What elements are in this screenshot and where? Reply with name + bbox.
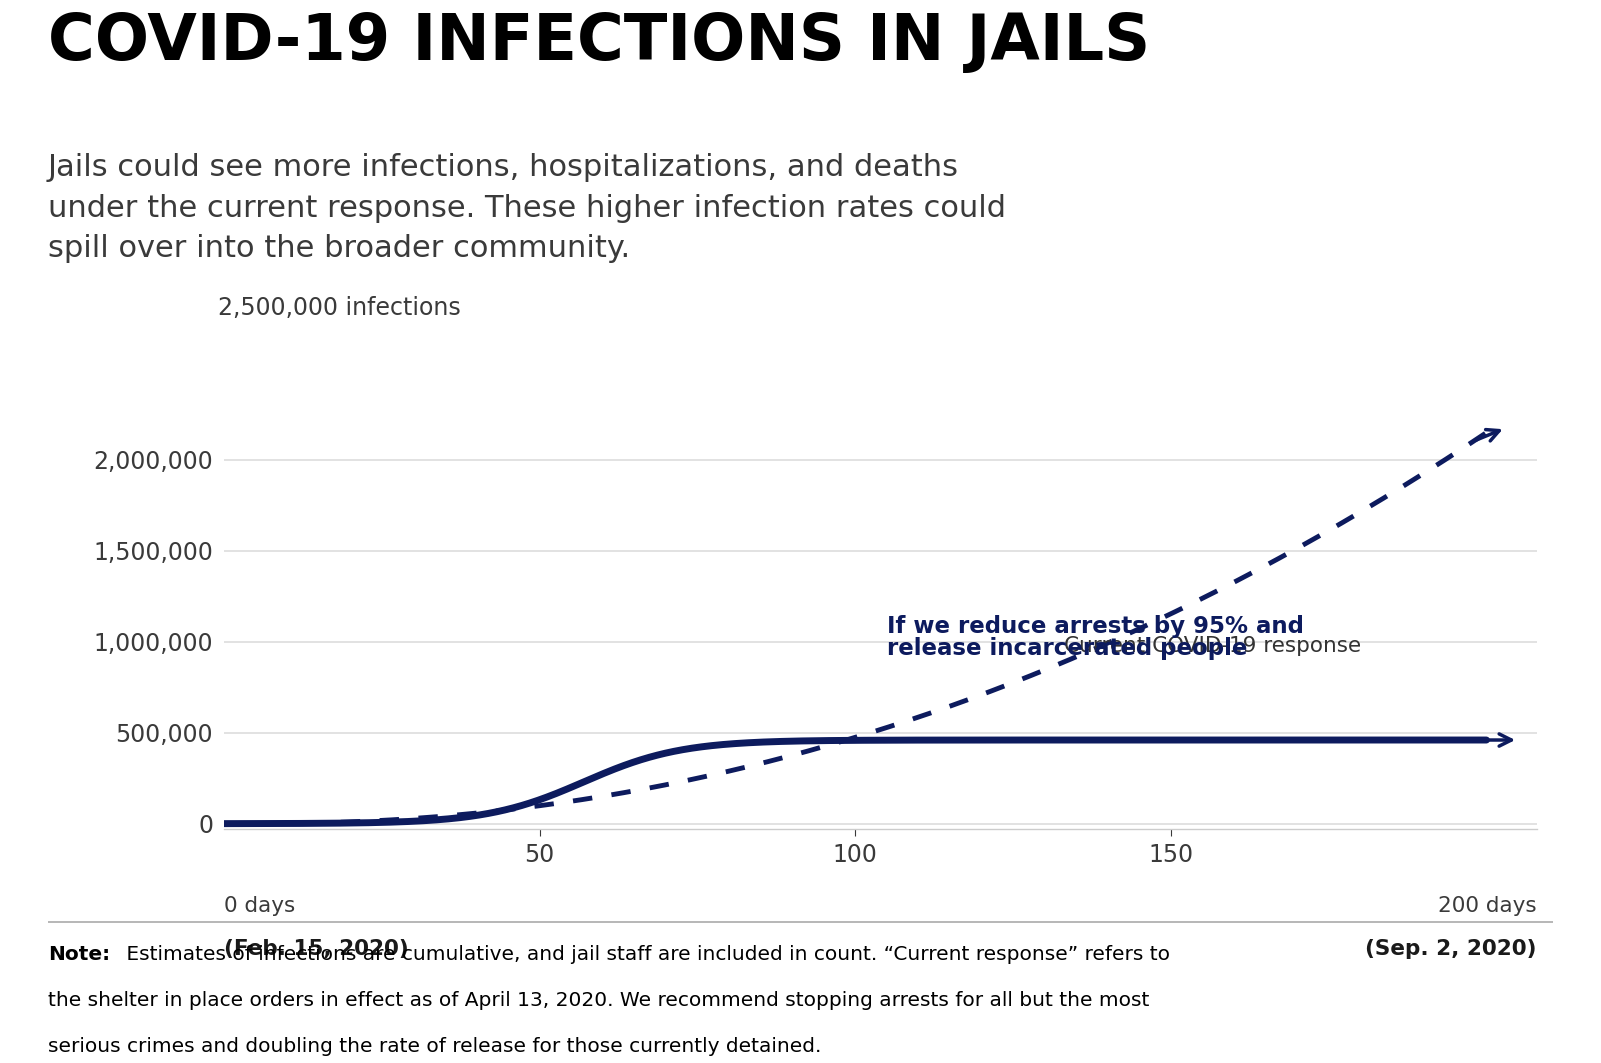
Text: release incarcerated people: release incarcerated people (887, 637, 1247, 660)
Text: Note:: Note: (48, 945, 110, 964)
Text: the shelter in place orders in effect as of April 13, 2020. We recommend stoppin: the shelter in place orders in effect as… (48, 991, 1150, 1010)
Text: Estimates of infections are cumulative, and jail staff are included in count. “C: Estimates of infections are cumulative, … (120, 945, 1170, 964)
Text: (Sep. 2, 2020): (Sep. 2, 2020) (1366, 940, 1537, 959)
Text: (Feb. 15, 2020): (Feb. 15, 2020) (224, 940, 408, 959)
Text: 200 days: 200 days (1438, 896, 1537, 916)
Text: 0 days: 0 days (224, 896, 296, 916)
Text: Current COVID-19 response: Current COVID-19 response (1063, 637, 1361, 657)
Text: If we reduce arrests by 95% and: If we reduce arrests by 95% and (887, 615, 1303, 638)
Text: 2,500,000 infections: 2,500,000 infections (218, 296, 461, 320)
Text: serious crimes and doubling the rate of release for those currently detained.: serious crimes and doubling the rate of … (48, 1037, 821, 1057)
Text: Jails could see more infections, hospitalizations, and deaths
under the current : Jails could see more infections, hospita… (48, 153, 1005, 264)
Text: COVID-19 INFECTIONS IN JAILS: COVID-19 INFECTIONS IN JAILS (48, 11, 1150, 72)
